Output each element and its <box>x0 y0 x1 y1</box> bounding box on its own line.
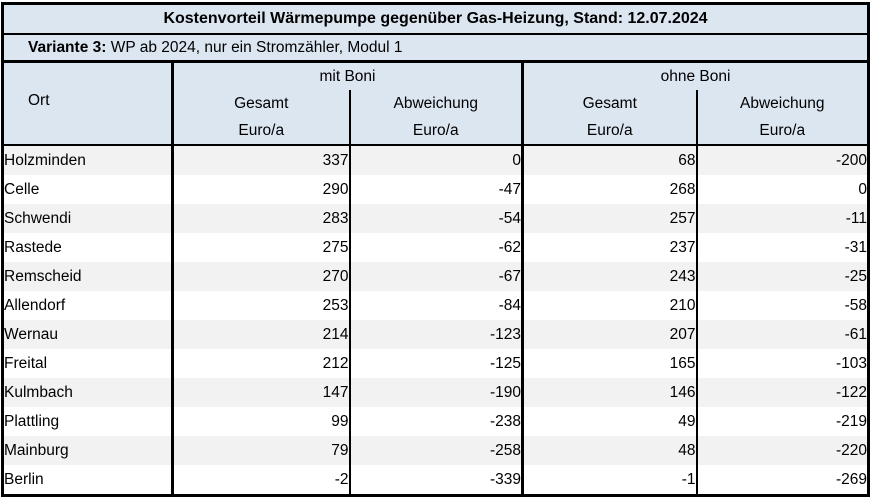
header-measure-row: Gesamt Abweichung Gesamt Abweichung <box>3 90 869 117</box>
mit-gesamt-cell: 212 <box>172 349 351 378</box>
ohne-abweichung-cell: -11 <box>696 204 869 233</box>
ohne-abweichung-cell: -31 <box>696 233 869 262</box>
column-header-mit-abweichung: Abweichung <box>349 90 524 117</box>
unit-label: Euro/a <box>349 117 524 146</box>
ohne-gesamt-cell: 48 <box>522 436 698 465</box>
ohne-gesamt-cell: 268 <box>522 175 698 204</box>
ohne-gesamt-cell: 68 <box>522 145 698 175</box>
mit-abweichung-cell: -67 <box>349 262 524 291</box>
ort-cell: Wernau <box>2 320 174 349</box>
ohne-gesamt-cell: 207 <box>522 320 698 349</box>
ohne-abweichung-cell: -122 <box>696 378 869 407</box>
mit-gesamt-cell: 99 <box>172 407 351 436</box>
ort-cell: Freital <box>2 349 174 378</box>
mit-abweichung-cell: -54 <box>349 204 524 233</box>
mit-abweichung-cell: -47 <box>349 175 524 204</box>
table-row: Plattling 99 -238 49 -219 <box>2 407 869 436</box>
column-group-ohne-boni: ohne Boni <box>522 61 869 90</box>
ohne-gesamt-cell: 210 <box>522 291 698 320</box>
mit-gesamt-cell: 270 <box>172 262 351 291</box>
ohne-abweichung-cell: -219 <box>696 407 869 436</box>
table-row: Allendorf 253 -84 210 -58 <box>2 291 869 320</box>
table-row: Remscheid 270 -67 243 -25 <box>2 262 869 291</box>
ohne-gesamt-cell: -1 <box>522 465 698 496</box>
unit-label: Euro/a <box>522 117 698 146</box>
table-row: Holzminden 337 0 68 -200 <box>2 145 869 175</box>
table-row: Berlin -2 -339 -1 -269 <box>2 465 869 496</box>
mit-gesamt-cell: 79 <box>172 436 351 465</box>
table-row: Kulmbach 147 -190 146 -122 <box>2 378 869 407</box>
mit-gesamt-cell: 290 <box>172 175 351 204</box>
mit-abweichung-cell: -258 <box>349 436 524 465</box>
mit-gesamt-cell: 283 <box>172 204 351 233</box>
ohne-abweichung-cell: -200 <box>696 145 869 175</box>
mit-gesamt-cell: 275 <box>172 233 351 262</box>
mit-gesamt-cell: 147 <box>172 378 351 407</box>
ort-cell: Berlin <box>2 465 174 496</box>
ohne-abweichung-cell: 0 <box>696 175 869 204</box>
ohne-abweichung-cell: -61 <box>696 320 869 349</box>
column-header-mit-gesamt: Gesamt <box>172 90 351 117</box>
ort-cell: Allendorf <box>2 291 174 320</box>
variant-row: Variante 3: WP ab 2024, nur ein Stromzäh… <box>2 34 869 63</box>
header-unit-row: Euro/a Euro/a Euro/a Euro/a <box>3 117 869 146</box>
ohne-gesamt-cell: 237 <box>522 233 698 262</box>
ort-cell: Mainburg <box>2 436 174 465</box>
table-row: Rastede 275 -62 237 -31 <box>2 233 869 262</box>
table-title: Kostenvorteil Wärmepumpe gegenüber Gas-H… <box>2 3 869 35</box>
ohne-gesamt-cell: 257 <box>522 204 698 233</box>
ort-cell: Celle <box>2 175 174 204</box>
ort-cell: Kulmbach <box>2 378 174 407</box>
mit-gesamt-cell: 214 <box>172 320 351 349</box>
column-header-ohne-gesamt: Gesamt <box>522 90 698 117</box>
mit-abweichung-cell: 0 <box>349 145 524 175</box>
ohne-abweichung-cell: -25 <box>696 262 869 291</box>
variant-subtitle: Variante 3: WP ab 2024, nur ein Stromzäh… <box>2 34 869 63</box>
table-row: Freital 212 -125 165 -103 <box>2 349 869 378</box>
variant-label: Variante 3: <box>28 38 107 56</box>
mit-gesamt-cell: 337 <box>172 145 351 175</box>
mit-abweichung-cell: -339 <box>349 465 524 496</box>
ohne-abweichung-cell: -269 <box>696 465 869 496</box>
ort-cell: Remscheid <box>2 262 174 291</box>
table-row: Wernau 214 -123 207 -61 <box>2 320 869 349</box>
ohne-abweichung-cell: -220 <box>696 436 869 465</box>
unit-label: Euro/a <box>696 117 869 146</box>
ort-cell: Plattling <box>2 407 174 436</box>
mit-abweichung-cell: -84 <box>349 291 524 320</box>
table-row: Mainburg 79 -258 48 -220 <box>2 436 869 465</box>
ohne-gesamt-cell: 243 <box>522 262 698 291</box>
title-row: Kostenvorteil Wärmepumpe gegenüber Gas-H… <box>2 3 869 35</box>
unit-label: Euro/a <box>172 117 351 146</box>
mit-gesamt-cell: 253 <box>172 291 351 320</box>
column-header-ohne-abweichung: Abweichung <box>696 90 869 117</box>
table-row: Celle 290 -47 268 0 <box>2 175 869 204</box>
variant-text: WP ab 2024, nur ein Stromzähler, Modul 1 <box>110 38 403 56</box>
ohne-abweichung-cell: -58 <box>696 291 869 320</box>
table-row: Schwendi 283 -54 257 -11 <box>2 204 869 233</box>
ohne-gesamt-cell: 146 <box>522 378 698 407</box>
ort-cell: Schwendi <box>2 204 174 233</box>
ort-cell: Rastede <box>2 233 174 262</box>
ort-cell: Holzminden <box>2 145 174 175</box>
ohne-abweichung-cell: -103 <box>696 349 869 378</box>
ohne-gesamt-cell: 165 <box>522 349 698 378</box>
column-group-mit-boni: mit Boni <box>172 61 524 90</box>
ohne-gesamt-cell: 49 <box>522 407 698 436</box>
mit-abweichung-cell: -125 <box>349 349 524 378</box>
column-header-ort: Ort <box>2 61 174 146</box>
mit-abweichung-cell: -190 <box>349 378 524 407</box>
mit-gesamt-cell: -2 <box>172 465 351 496</box>
header-group-row: Ort mit Boni ohne Boni <box>2 61 869 146</box>
mit-abweichung-cell: -238 <box>349 407 524 436</box>
mit-abweichung-cell: -123 <box>349 320 524 349</box>
mit-abweichung-cell: -62 <box>349 233 524 262</box>
